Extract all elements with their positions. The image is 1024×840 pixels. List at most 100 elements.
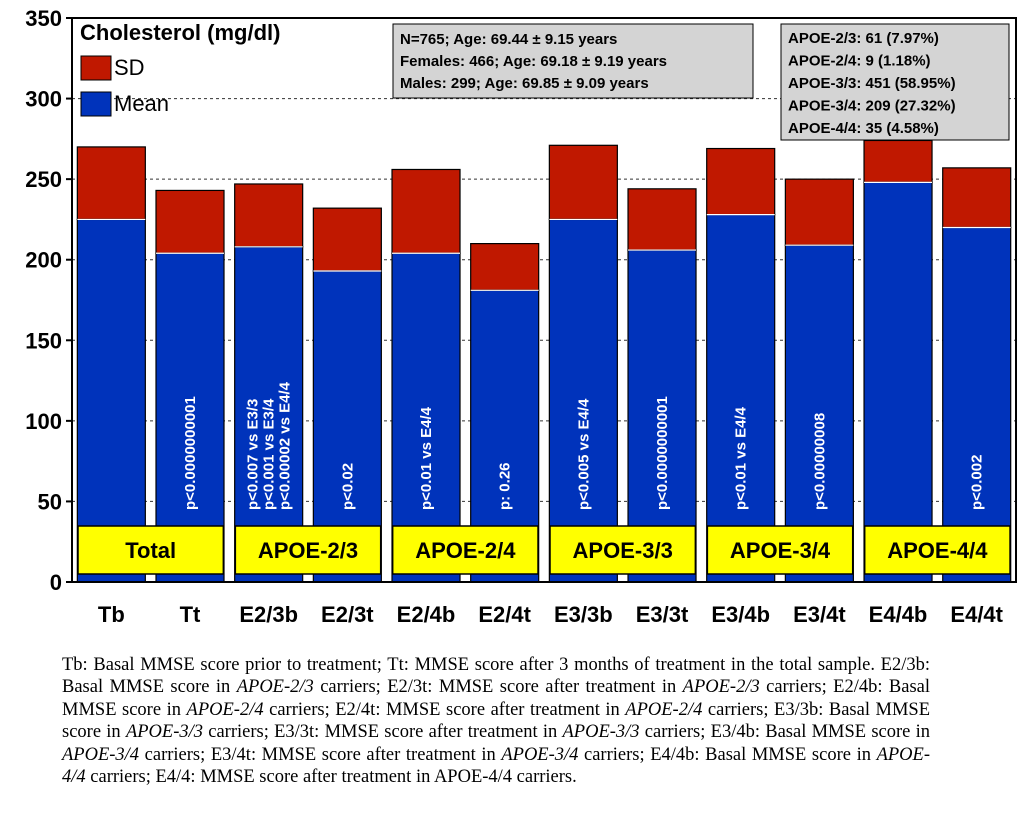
group-label-5: APOE-4/4 <box>887 538 988 563</box>
group-label-0: Total <box>125 538 176 563</box>
mean-bar-E4/4t <box>942 226 1012 583</box>
caption-segment: carriers; E3/4b: Basal MMSE score in <box>639 722 930 743</box>
caption-segment: carriers; E3/3t: MMSE score after treatm… <box>203 722 563 743</box>
sd-bar-E3/4t <box>784 178 854 246</box>
sd-bar-Tt <box>155 189 225 254</box>
caption-segment: APOE-2/3 <box>236 677 314 698</box>
x-tick-label-E2/3b: E2/3b <box>239 602 298 627</box>
sd-bar-E4/4t <box>942 167 1012 229</box>
x-tick-label-E2/4b: E2/4b <box>397 602 456 627</box>
chart-title: Cholesterol (mg/dl) <box>80 20 280 45</box>
mean-bar-Tb <box>76 218 146 583</box>
caption-segment: APOE-2/4 <box>186 699 264 720</box>
y-tick-label-50: 50 <box>38 489 62 514</box>
sd-bar-E4/4b <box>863 139 933 183</box>
sample-info-line-0: N=765; Age: 69.44 ± 9.15 years <box>400 31 617 48</box>
sample-info-line-1: Females: 466; Age: 69.18 ± 9.19 years <box>400 53 667 70</box>
annotation-E2/3b-2: p<0.00002 vs E4/4 <box>277 381 294 510</box>
y-tick-label-250: 250 <box>25 167 62 192</box>
annotation-E3/4t-0: p<0.00000008 <box>811 413 828 510</box>
caption-segment: carriers; E2/4b: Basal MMSE score in <box>62 677 931 720</box>
annotation-E2/3t-0: p<0.02 <box>339 463 356 510</box>
cholesterol-chart: 0 50 100 150 200 250 300 350 Tb Tt E2/3b E2/3t E2/4b… <box>25 6 1017 627</box>
genotype-count-line-0: APOE-2/3: 61 (7.97%) <box>788 30 939 47</box>
caption-segment: APOE-2/4 <box>625 699 703 720</box>
caption-segment: carriers; E3/4t: MMSE score after treatm… <box>139 744 502 765</box>
annotation-E3/3t-0: p<0.0000000001 <box>654 396 671 510</box>
group-label-box-4 <box>706 525 854 575</box>
caption-segment: carriers; E2/4t: MMSE score after treatm… <box>263 699 626 720</box>
x-axis: Tb Tt E2/3b E2/3t E2/4b E2/4t E3/3b E3/3t E3/4b E… <box>98 602 1004 627</box>
y-tick-label-0: 0 <box>50 570 62 595</box>
x-tick-label-E3/4b: E3/4b <box>711 602 770 627</box>
caption-segment: carriers; E4/4: MMSE score after treatme… <box>85 767 577 788</box>
genotype-count-line-4: APOE-4/4: 35 (4.58%) <box>788 120 939 137</box>
annotation-E3/4b-0: p<0.01 vs E4/4 <box>733 406 750 510</box>
caption-segment: carriers; E2/3t: MMSE score after treatm… <box>313 677 683 698</box>
sd-bar-E2/3b <box>234 183 304 248</box>
sd-bar-E3/3t <box>627 188 697 251</box>
mean-bar-E4/4b <box>863 181 933 583</box>
sample-info-box: N=765; Age: 69.44 ± 9.15 years Females: 4… <box>392 23 754 99</box>
x-tick-label-E3/3t: E3/3t <box>636 602 689 627</box>
bar-annotations: p<0.0000000001 p<0.007 vs E3/3 p<0.001 vs … <box>182 381 986 510</box>
caption-segment: APOE-3/4 <box>62 744 140 765</box>
sd-bar-E2/4t <box>470 243 540 291</box>
group-label-box-2 <box>391 525 539 575</box>
caption-segment: carriers; E4/4b: Basal MMSE score in <box>578 744 877 765</box>
annotation-E2/3b-1: p<0.001 vs E3/4 <box>261 398 278 510</box>
y-tick-label-300: 300 <box>25 87 62 112</box>
sd-bar-E2/4b <box>391 168 461 254</box>
x-tick-label-E2/4t: E2/4t <box>478 602 531 627</box>
caption-segment: APOE-2/3 <box>682 677 760 698</box>
y-tick-label-350: 350 <box>25 6 62 31</box>
sd-bar-Tb <box>76 146 146 221</box>
figure-caption: Tb: Basal MMSE score prior to treatment;… <box>62 654 930 788</box>
x-tick-label-E4/4b: E4/4b <box>869 602 928 627</box>
group-label-box-3 <box>549 525 697 575</box>
legend-label-mean: Mean <box>114 91 169 116</box>
caption-segment: carriers; E3/3b: Basal MMSE score in <box>62 699 930 743</box>
genotype-count-line-1: APOE-2/4: 9 (1.18%) <box>788 53 931 70</box>
legend-swatch-mean <box>80 91 112 117</box>
sd-bar-E2/3t <box>312 207 382 272</box>
x-tick-label-Tt: Tt <box>180 602 201 627</box>
annotation-Tt-0: p<0.0000000001 <box>182 396 199 510</box>
legend: SD Mean <box>80 55 169 117</box>
mean-bar-E3/3b <box>548 218 618 583</box>
sample-info-line-2: Males: 299; Age: 69.85 ± 9.09 years <box>400 75 649 92</box>
group-labels: Total APOE-2/3 APOE-2/4 APOE-3/3 APOE-3/4 APO… <box>77 525 1011 575</box>
sd-bar-E3/4b <box>706 147 776 216</box>
y-tick-label-100: 100 <box>25 409 62 434</box>
annotation-E2/4t-0: p: 0.26 <box>497 462 514 510</box>
mean-bar-E3/4b <box>706 213 776 583</box>
y-axis: 0 50 100 150 200 250 300 350 <box>25 6 72 595</box>
caption-segment: Tb: Basal MMSE score prior to treatment;… <box>62 655 930 698</box>
caption-text: Tb: Basal MMSE score prior to treatment;… <box>62 654 930 788</box>
genotype-count-line-2: APOE-3/3: 451 (58.95%) <box>788 75 956 92</box>
y-tick-label-150: 150 <box>25 328 62 353</box>
group-label-box-5 <box>863 525 1011 575</box>
group-label-3: APOE-3/3 <box>573 538 673 563</box>
caption-segment: APOE-3/3 <box>562 722 640 743</box>
x-tick-label-E3/3b: E3/3b <box>554 602 613 627</box>
caption-segment: APOE-4/4 <box>62 744 930 788</box>
group-label-2: APOE-2/4 <box>415 538 516 563</box>
group-label-1: APOE-2/3 <box>258 538 358 563</box>
x-tick-label-E3/4t: E3/4t <box>793 602 846 627</box>
x-tick-label-E2/3t: E2/3t <box>321 602 374 627</box>
annotation-E2/4b-0: p<0.01 vs E4/4 <box>418 406 435 510</box>
annotation-E2/3b-0: p<0.007 vs E3/3 <box>245 399 262 510</box>
y-tick-label-200: 200 <box>25 248 62 273</box>
genotype-counts-box: APOE-2/3: 61 (7.97%) APOE-2/4: 9 (1.18%) A… <box>780 23 1010 141</box>
caption-segment: APOE-3/3 <box>125 722 203 743</box>
x-tick-label-E4/4t: E4/4t <box>950 602 1003 627</box>
x-tick-label-Tb: Tb <box>98 602 125 627</box>
caption-segment: APOE-3/4 <box>501 744 579 765</box>
annotation-E3/3b-0: p<0.005 vs E4/4 <box>575 398 592 510</box>
group-label-4: APOE-3/4 <box>730 538 831 563</box>
legend-label-sd: SD <box>114 55 145 80</box>
legend-swatch-sd <box>80 55 112 81</box>
annotation-E4/4t-0: p<0.002 <box>969 455 986 510</box>
genotype-counts-background <box>780 23 1010 141</box>
